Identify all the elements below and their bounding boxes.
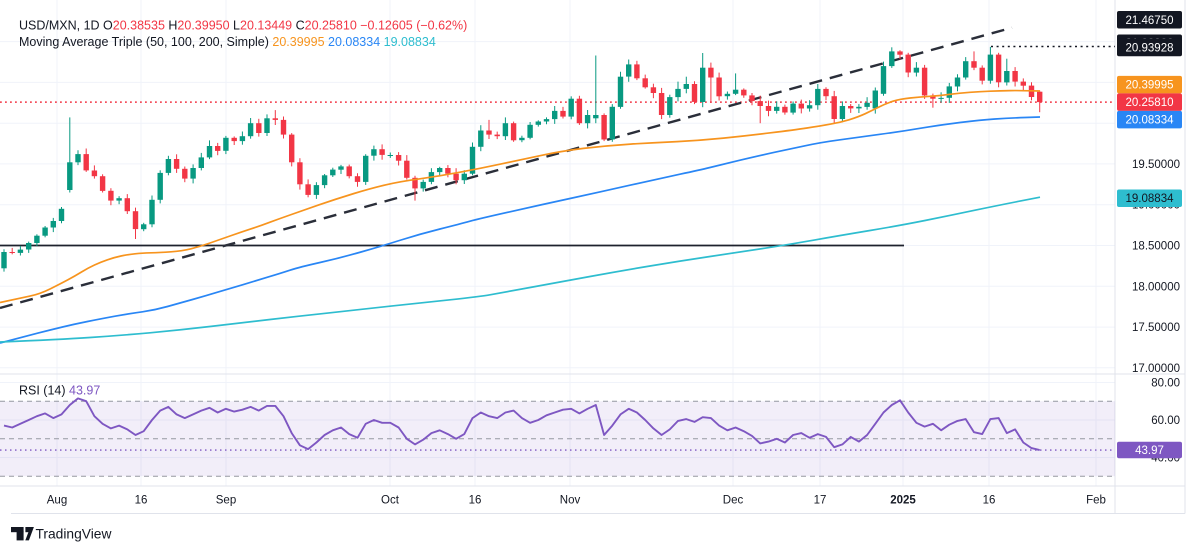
svg-text:16: 16 <box>469 495 482 507</box>
svg-text:Dec: Dec <box>723 495 744 507</box>
svg-text:RSI (14) 43.97: RSI (14) 43.97 <box>19 384 100 398</box>
svg-text:TradingView: TradingView <box>36 526 112 541</box>
svg-text:43.97: 43.97 <box>1135 445 1164 457</box>
svg-text:Oct: Oct <box>381 495 400 507</box>
svg-text:Moving Average Triple (50, 100: Moving Average Triple (50, 100, 200, Sim… <box>19 35 436 49</box>
svg-text:20.08334: 20.08334 <box>1126 115 1175 127</box>
svg-text:Feb: Feb <box>1086 495 1106 507</box>
svg-text:Aug: Aug <box>47 495 67 507</box>
svg-text:17.50000: 17.50000 <box>1132 322 1180 334</box>
svg-text:17.00000: 17.00000 <box>1132 363 1180 375</box>
svg-text:60.00: 60.00 <box>1151 415 1180 427</box>
svg-text:16: 16 <box>135 495 148 507</box>
svg-text:20.93928: 20.93928 <box>1126 43 1174 55</box>
svg-text:80.00: 80.00 <box>1151 378 1180 390</box>
svg-text:21.46750: 21.46750 <box>1126 15 1174 27</box>
svg-text:2025: 2025 <box>890 495 916 507</box>
svg-text:20.39995: 20.39995 <box>1126 80 1174 92</box>
svg-text:16: 16 <box>983 495 996 507</box>
svg-text:17: 17 <box>814 495 827 507</box>
svg-text:20.25810: 20.25810 <box>1126 97 1174 109</box>
svg-text:Nov: Nov <box>560 495 581 507</box>
svg-text:18.50000: 18.50000 <box>1132 241 1180 253</box>
svg-text:18.00000: 18.00000 <box>1132 281 1180 293</box>
svg-text:19.08834: 19.08834 <box>1126 193 1175 205</box>
svg-text:19.50000: 19.50000 <box>1132 159 1180 171</box>
svg-text:USD/MXN, 1D O20.38535 H20.3995: USD/MXN, 1D O20.38535 H20.39950 L20.1344… <box>19 19 467 33</box>
svg-text:Sep: Sep <box>216 495 236 507</box>
